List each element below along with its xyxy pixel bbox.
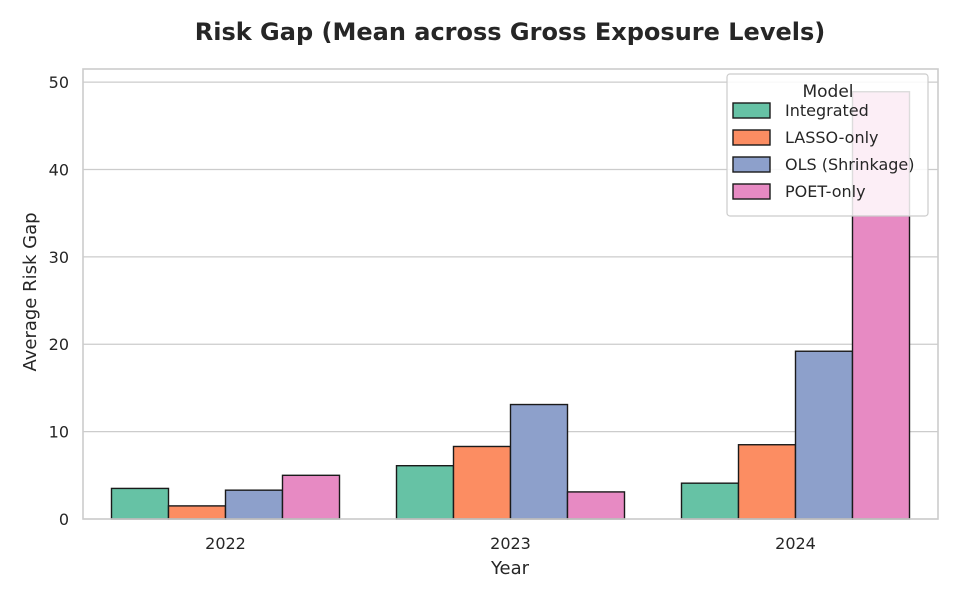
legend-label: OLS (Shrinkage): [785, 155, 914, 174]
legend: Model Integrated LASSO-only OLS (Shrinkage…: [726, 73, 929, 217]
bar-ols-shrinkage-2024: [794, 350, 854, 520]
bar-ols-shrinkage-2022: [224, 489, 284, 520]
y-tick-label: 0: [59, 510, 69, 529]
bar-integrated-2024: [680, 482, 740, 520]
bar-poet-only-2023: [566, 491, 626, 520]
x-tick-label: 2022: [205, 534, 246, 553]
legend-title: Model: [802, 82, 853, 102]
x-tick-label: 2023: [490, 534, 531, 553]
bar-lasso-only-2024: [737, 444, 797, 520]
plot-frame: [82, 68, 939, 520]
bar-integrated-2023: [395, 464, 455, 520]
bar-lasso-only-2022: [167, 505, 227, 520]
bar-poet-only-2022: [281, 474, 341, 520]
y-tick-label: 50: [49, 73, 69, 92]
legend-frame: [726, 73, 929, 217]
chart-title: Risk Gap (Mean across Gross Exposure Lev…: [195, 18, 825, 46]
y-tick-label: 30: [49, 248, 69, 267]
legend-swatch: [732, 156, 771, 173]
legend-swatch: [732, 129, 771, 146]
bar-integrated-2022: [110, 487, 170, 520]
legend-swatch: [732, 183, 771, 200]
y-tick-label: 40: [49, 160, 69, 179]
x-axis-label: Year: [490, 558, 530, 579]
y-tick-label: 20: [49, 335, 69, 354]
bar-ols-shrinkage-2023: [509, 403, 569, 520]
legend-label: Integrated: [785, 101, 869, 120]
bar-lasso-only-2023: [452, 445, 512, 520]
y-tick-label: 10: [49, 423, 69, 442]
y-axis-label: Average Risk Gap: [20, 212, 41, 371]
legend-swatch: [732, 102, 771, 119]
x-tick-label: 2024: [775, 534, 816, 553]
legend-label: LASSO-only: [785, 128, 879, 147]
legend-label: POET-only: [785, 182, 866, 201]
